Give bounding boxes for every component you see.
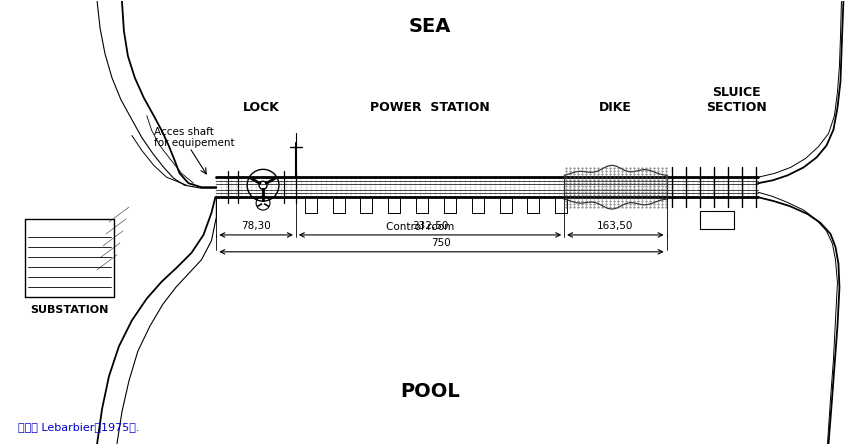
Text: 332,50: 332,50 <box>412 221 448 231</box>
Text: SEA: SEA <box>409 17 452 36</box>
Text: Control room: Control room <box>386 222 454 232</box>
Text: Acces shaft
for equipement: Acces shaft for equipement <box>154 127 234 148</box>
Text: 자료： Lebarbier（1975）.: 자료： Lebarbier（1975）. <box>17 422 139 432</box>
Text: POOL: POOL <box>400 382 460 401</box>
Text: LOCK: LOCK <box>243 101 279 114</box>
Text: DIKE: DIKE <box>599 101 631 114</box>
Circle shape <box>260 181 267 189</box>
Text: SLUICE
SECTION: SLUICE SECTION <box>706 86 766 114</box>
Text: 115: 115 <box>707 215 727 225</box>
Text: POWER  STATION: POWER STATION <box>370 101 490 114</box>
Text: 750: 750 <box>432 238 452 248</box>
Text: SUBSTATION: SUBSTATION <box>30 305 108 316</box>
Text: 163,50: 163,50 <box>597 221 633 231</box>
Text: 78,30: 78,30 <box>241 221 271 231</box>
Bar <box>701 211 734 229</box>
